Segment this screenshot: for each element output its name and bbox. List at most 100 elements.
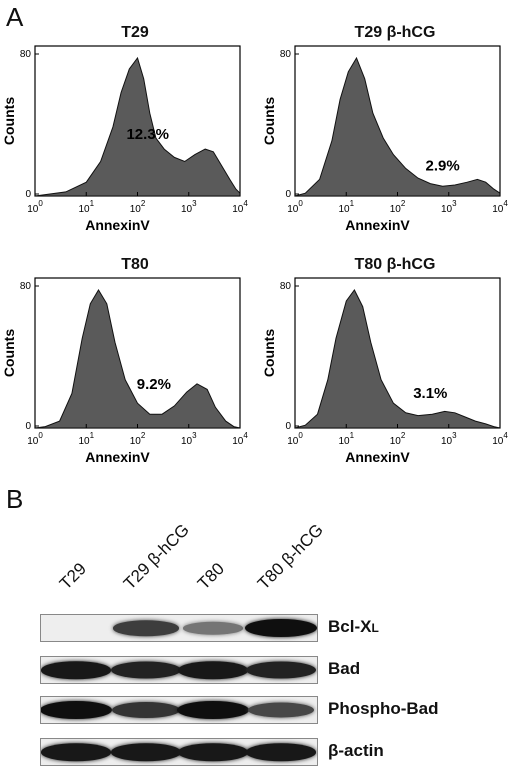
histogram-title: T29 — [121, 24, 149, 41]
histogram-title: T80 — [121, 256, 149, 273]
x-tick-exponent: 3 — [452, 199, 457, 208]
y-tick-label: 80 — [280, 49, 292, 60]
x-tick-exponent: 0 — [298, 199, 303, 208]
percent-annotation: 9.2% — [137, 376, 171, 393]
blot-band — [177, 743, 249, 761]
x-tick-label: 101 — [78, 199, 94, 215]
y-tick-label: 0 — [285, 421, 291, 432]
x-tick-label: 104 — [492, 431, 508, 447]
blot-band — [245, 743, 317, 761]
blot-label-bad: Bad — [328, 659, 361, 678]
blot-band — [111, 661, 181, 679]
x-axis-label: AnnexinV — [85, 217, 150, 233]
x-tick-label: 104 — [232, 199, 248, 215]
y-axis-label: Counts — [1, 329, 17, 377]
blot-row-beta-actin — [40, 738, 318, 766]
x-tick-exponent: 3 — [192, 431, 197, 440]
blot-label-subscript: L — [371, 621, 379, 635]
x-tick-label: 101 — [338, 431, 354, 447]
x-tick-exponent: 1 — [90, 199, 95, 208]
histogram-title: T29 β-hCG — [354, 24, 436, 41]
y-axis-label: Counts — [1, 97, 17, 145]
x-tick-label: 104 — [492, 199, 508, 215]
blot-row-phospho-bad — [40, 696, 318, 724]
percent-annotation: 2.9% — [425, 158, 459, 175]
histogram-area — [34, 56, 241, 197]
x-tick-exponent: 0 — [38, 199, 43, 208]
x-tick-label: 102 — [390, 199, 406, 215]
x-axis-label: AnnexinV — [345, 217, 410, 233]
panel-letter-a: A — [6, 2, 24, 32]
western-blot-panel: T29 T29 β-hCG T80 T80 β-hCG Bcl-XL Bad P… — [0, 490, 532, 769]
x-axis-label: AnnexinV — [345, 449, 410, 465]
percent-annotation: 12.3% — [126, 126, 169, 143]
histogram-t29-bhcg: T29 β-hCG 0 80 Counts 100 101 102 103 104 Annexi… — [260, 24, 510, 264]
y-tick-label: 0 — [285, 189, 291, 200]
x-tick-label: 101 — [338, 199, 354, 215]
x-tick-exponent: 2 — [141, 431, 146, 440]
x-tick-label: 100 — [27, 431, 43, 447]
blot-label-text: Bcl-X — [328, 617, 372, 636]
histogram-t80: T80 0 80 Counts 100 101 102 103 104 AnnexinV 9.2% — [0, 256, 250, 496]
histogram-t29: T29 0 80 Counts 100 101 102 103 104 AnnexinV 12.3… — [0, 24, 250, 264]
blot-band — [177, 701, 249, 719]
x-tick-exponent: 2 — [141, 199, 146, 208]
histogram-area — [294, 56, 501, 197]
blot-row-bad — [40, 656, 318, 684]
blot-band — [245, 619, 317, 637]
x-tick-exponent: 0 — [38, 431, 43, 440]
x-tick-label: 100 — [27, 199, 43, 215]
panel-letter-b: B — [6, 484, 24, 514]
blot-row-bclxl — [40, 614, 318, 642]
percent-annotation: 3.1% — [413, 385, 447, 402]
blot-band — [110, 743, 182, 761]
x-tick-label: 103 — [181, 431, 197, 447]
x-tick-label: 102 — [130, 431, 146, 447]
x-tick-exponent: 1 — [350, 199, 355, 208]
histogram-area — [34, 289, 241, 429]
blot-band — [41, 701, 112, 719]
blot-band — [112, 620, 180, 636]
x-tick-label: 100 — [287, 431, 303, 447]
x-tick-label: 103 — [441, 431, 457, 447]
x-tick-label: 100 — [287, 199, 303, 215]
y-axis-label: Counts — [261, 329, 277, 377]
x-tick-exponent: 1 — [350, 431, 355, 440]
x-tick-label: 101 — [78, 431, 94, 447]
x-axis-label: AnnexinV — [85, 449, 150, 465]
y-tick-label: 80 — [20, 281, 32, 292]
x-tick-label: 103 — [441, 199, 457, 215]
lane-label-t80-bhcg: T80 β-hCG — [253, 520, 327, 594]
y-tick-label: 0 — [25, 421, 31, 432]
y-tick-label: 80 — [20, 49, 32, 60]
blot-band — [41, 661, 112, 679]
x-tick-exponent: 4 — [503, 431, 508, 440]
x-tick-exponent: 4 — [503, 199, 508, 208]
blot-band — [41, 743, 112, 761]
x-tick-label: 102 — [130, 199, 146, 215]
blot-band — [177, 661, 249, 679]
blot-band — [112, 702, 180, 718]
histogram-area — [294, 289, 501, 429]
y-tick-label: 80 — [280, 281, 292, 292]
y-axis-label: Counts — [261, 97, 277, 145]
x-tick-exponent: 3 — [192, 199, 197, 208]
x-tick-exponent: 2 — [401, 431, 406, 440]
lane-label-t29: T29 — [55, 559, 91, 594]
blot-band — [246, 661, 316, 679]
x-tick-label: 103 — [181, 199, 197, 215]
x-tick-exponent: 4 — [243, 199, 248, 208]
lane-label-t29-bhcg: T29 β-hCG — [119, 520, 193, 594]
blot-band — [248, 702, 314, 718]
x-tick-exponent: 0 — [298, 431, 303, 440]
lane-label-t80: T80 — [193, 559, 229, 594]
y-tick-label: 0 — [25, 189, 31, 200]
x-tick-exponent: 2 — [401, 199, 406, 208]
blot-band — [183, 621, 243, 635]
blot-label-bclxl: Bcl-XL — [328, 617, 379, 637]
blot-label-beta-actin: β-actin — [328, 741, 384, 760]
